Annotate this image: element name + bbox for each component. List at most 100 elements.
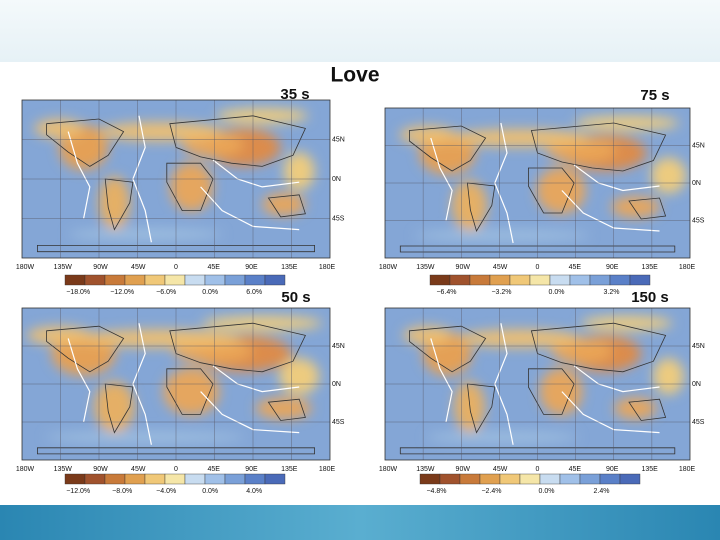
map-frame [21, 99, 331, 259]
lat-label: 0N [692, 180, 701, 187]
colorbar-swatch [539, 473, 561, 485]
colorbar-tick-label: −2.4% [481, 488, 501, 495]
anomaly-blob [68, 228, 223, 240]
anomaly-blob [414, 230, 590, 241]
colorbar-swatch [509, 274, 531, 286]
period-label: 75 s [640, 87, 669, 104]
colorbar-swatch [84, 473, 106, 485]
coastline [399, 447, 676, 455]
coastline [267, 398, 306, 421]
colorbar-swatch [144, 473, 166, 485]
lon-label: 0 [174, 264, 178, 271]
lon-label: 180W [379, 466, 398, 473]
footer-band [0, 505, 720, 540]
anomaly-blob [34, 118, 84, 138]
anomaly-blob [80, 329, 241, 348]
lat-label: 45S [332, 419, 345, 426]
anomaly-blob [425, 431, 579, 443]
lon-label: 135W [54, 466, 73, 473]
colorbar-tick-label: −6.0% [156, 289, 176, 296]
period-label: 35 s [280, 86, 309, 103]
lon-label: 90W [456, 264, 471, 271]
lon-label: 45W [493, 466, 508, 473]
anomaly-blob [610, 196, 661, 218]
lon-label: 45W [131, 466, 146, 473]
plate-boundary [67, 338, 91, 423]
anomaly-blob [262, 192, 306, 216]
lon-label: 135E [641, 466, 658, 473]
colorbar-swatch [529, 274, 551, 286]
colorbar-swatch [224, 473, 246, 485]
colorbar-tick-label: 0.0% [539, 488, 555, 495]
plate-boundary [573, 164, 660, 192]
colorbar-tick-label: −12.0% [110, 289, 134, 296]
colorbar-swatch [479, 473, 501, 485]
lon-label: 135E [281, 264, 298, 271]
anomaly-blob [26, 326, 91, 345]
lon-label: 0 [174, 466, 178, 473]
map-panel: 150 s 45N 0N 45S 180W 135W 90W 45W 0 45E 90E 135E 18… [379, 289, 705, 495]
colorbar-tick-label: −4.0% [156, 488, 176, 495]
colorbar-swatch [164, 274, 186, 286]
coastline [267, 194, 306, 218]
colorbar-swatch [629, 274, 651, 286]
coastline [530, 322, 667, 373]
lon-label: 180W [379, 264, 398, 271]
colorbar-swatch [599, 473, 621, 485]
anomaly-blob [651, 157, 687, 194]
map-panel: 35 s 45N 0N 45S 180W 135W 90W 45W 0 45E 90E 135E 180… [16, 86, 345, 296]
coastline [37, 447, 316, 455]
colorbar-swatch [589, 274, 611, 286]
lon-label: 45W [131, 264, 146, 271]
anomaly-blob [94, 381, 135, 433]
colorbar-swatch [499, 473, 521, 485]
colorbar-tick-label: −12.0% [66, 488, 90, 495]
colorbar-swatch [429, 274, 451, 286]
lon-label: 135E [641, 264, 658, 271]
anomaly-blob [216, 108, 309, 124]
colorbar-tick-label: 4.0% [246, 488, 262, 495]
colorbar-tick-label: 0.0% [549, 289, 565, 296]
map-frame [384, 307, 691, 461]
lat-label: 0N [332, 381, 341, 388]
colorbar-tick-label: −6.4% [436, 289, 456, 296]
colorbar-swatch [569, 274, 591, 286]
coastline [628, 398, 667, 421]
colorbar-swatch [449, 274, 471, 286]
coastline [399, 245, 676, 253]
map-frame [384, 107, 691, 259]
colorbar-tick-label: 6.0% [246, 289, 262, 296]
anomaly-blob [449, 129, 590, 147]
coastline [169, 115, 306, 167]
colorbar-tick-label: 3.2% [604, 289, 620, 296]
map [385, 308, 690, 460]
colorbar-swatch [184, 473, 206, 485]
colorbar-swatch [459, 473, 481, 485]
plate-boundary [573, 365, 660, 393]
colorbar-tick-label: −18.0% [66, 289, 90, 296]
lon-label: 135W [416, 264, 435, 271]
period-label: 50 s [281, 289, 310, 306]
lon-label: 135E [281, 466, 298, 473]
colorbar-swatch [579, 473, 601, 485]
lon-label: 180E [319, 264, 336, 271]
map [22, 100, 330, 258]
lon-label: 180W [16, 466, 35, 473]
lat-label: 45N [332, 136, 345, 143]
anomaly-blob [45, 431, 246, 443]
lat-label: 45N [332, 343, 345, 350]
plate-boundary [212, 365, 300, 393]
lon-label: 90E [245, 466, 258, 473]
lon-label: 45E [208, 264, 221, 271]
anomaly-blob [283, 152, 315, 191]
coastline [530, 122, 667, 172]
lon-label: 0 [536, 466, 540, 473]
colorbar-swatch [469, 274, 491, 286]
lon-label: 90W [93, 264, 108, 271]
colorbar-swatch [419, 473, 441, 485]
lon-label: 90W [456, 466, 471, 473]
period-label: 150 s [631, 289, 669, 306]
anomaly-blob [539, 367, 583, 416]
